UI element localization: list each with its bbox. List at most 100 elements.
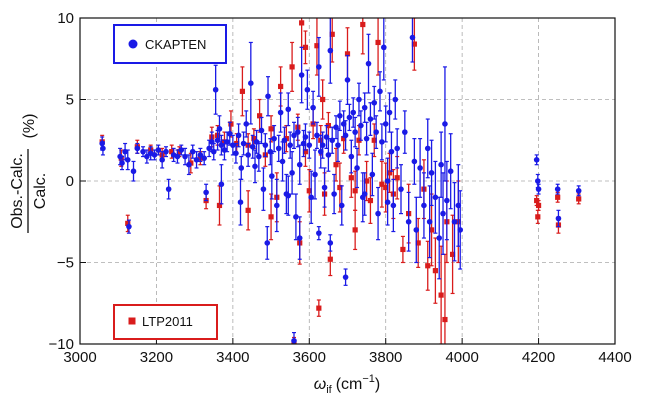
data-point (320, 96, 326, 103)
data-point (291, 337, 297, 344)
data-point (245, 207, 251, 213)
data-point (371, 137, 377, 143)
data-point (249, 143, 256, 150)
legend-ltp2011: LTP2011 (113, 304, 218, 340)
data-point (279, 158, 286, 165)
data-point (337, 113, 343, 119)
data-point (390, 202, 397, 209)
data-point (442, 121, 448, 127)
data-point (275, 145, 282, 152)
data-point (442, 316, 448, 323)
data-point (119, 160, 125, 166)
data-point (243, 121, 250, 127)
data-point (367, 197, 374, 204)
data-point (260, 186, 267, 192)
data-point (238, 165, 245, 171)
data-point (269, 173, 275, 179)
data-point (352, 129, 358, 135)
data-point (163, 148, 169, 155)
axis-ticks: 3000 3200 3400 3600 3800 4000 4200 4400 −10 −5 0 5 1… (49, 10, 632, 366)
data-point (428, 170, 435, 176)
data-point (342, 274, 349, 280)
data-point (411, 158, 418, 165)
data-point (447, 168, 454, 175)
data-point (298, 72, 305, 78)
data-point (438, 292, 444, 298)
data-point (316, 230, 322, 236)
data-point (388, 148, 395, 155)
data-point (338, 202, 345, 209)
data-point (134, 145, 141, 152)
data-point (151, 152, 158, 158)
data-point (304, 86, 311, 93)
data-point (314, 132, 320, 139)
data-point (321, 184, 328, 191)
data-point (189, 148, 196, 155)
data-point (197, 152, 204, 158)
data-point (262, 142, 269, 148)
data-point (533, 157, 540, 163)
data-point (402, 129, 408, 135)
data-point (405, 218, 412, 225)
data-point (535, 214, 541, 220)
data-point (341, 136, 347, 142)
data-point (358, 122, 364, 129)
data-point (383, 184, 389, 191)
data-point (384, 199, 391, 205)
data-point (212, 86, 219, 93)
data-point (319, 142, 326, 148)
data-point (306, 188, 312, 194)
data-point (555, 194, 561, 200)
data-point (350, 109, 357, 116)
data-point (554, 186, 561, 192)
data-point (203, 189, 209, 196)
data-point (576, 196, 582, 202)
data-point (178, 147, 185, 153)
data-point (206, 145, 212, 152)
x-axis-label: ωif (cm−1) (314, 373, 381, 394)
legend-ckapten: CKAPTEN (113, 24, 227, 64)
data-point (432, 194, 439, 201)
data-point (216, 202, 223, 209)
data-point (277, 109, 284, 116)
data-point (364, 178, 370, 184)
data-point (421, 202, 427, 209)
data-point (296, 161, 303, 168)
data-point (352, 188, 358, 194)
data-point (299, 20, 305, 26)
data-point (258, 127, 265, 134)
data-point (425, 263, 431, 269)
data-point (130, 168, 137, 175)
data-point (535, 186, 542, 192)
data-point (218, 142, 225, 148)
data-point (329, 137, 336, 144)
data-point (100, 145, 106, 152)
data-point (411, 41, 417, 47)
data-point (285, 192, 292, 199)
y-axis-label-unit: (%) (21, 114, 38, 139)
data-point (333, 162, 339, 168)
data-point (346, 114, 353, 121)
data-point (327, 240, 334, 246)
data-point (210, 148, 217, 155)
data-point (165, 186, 172, 192)
data-point (409, 34, 416, 41)
data-point (193, 157, 200, 163)
data-point (274, 202, 280, 209)
y-tick-label: 10 (57, 10, 74, 27)
y-tick-label: 0 (66, 173, 74, 190)
data-point (327, 256, 333, 262)
y-tick-label: −10 (49, 336, 74, 353)
data-point (348, 153, 355, 160)
data-point (535, 202, 542, 209)
data-point (360, 21, 366, 28)
data-point (265, 93, 271, 100)
data-point (125, 220, 131, 226)
x-tick-label: 3200 (140, 349, 173, 366)
data-point (415, 240, 421, 246)
data-point (356, 96, 362, 103)
y-axis-label-denominator: Calc. (32, 173, 49, 209)
data-point (375, 210, 381, 217)
data-point (302, 149, 309, 155)
data-point (278, 83, 284, 90)
